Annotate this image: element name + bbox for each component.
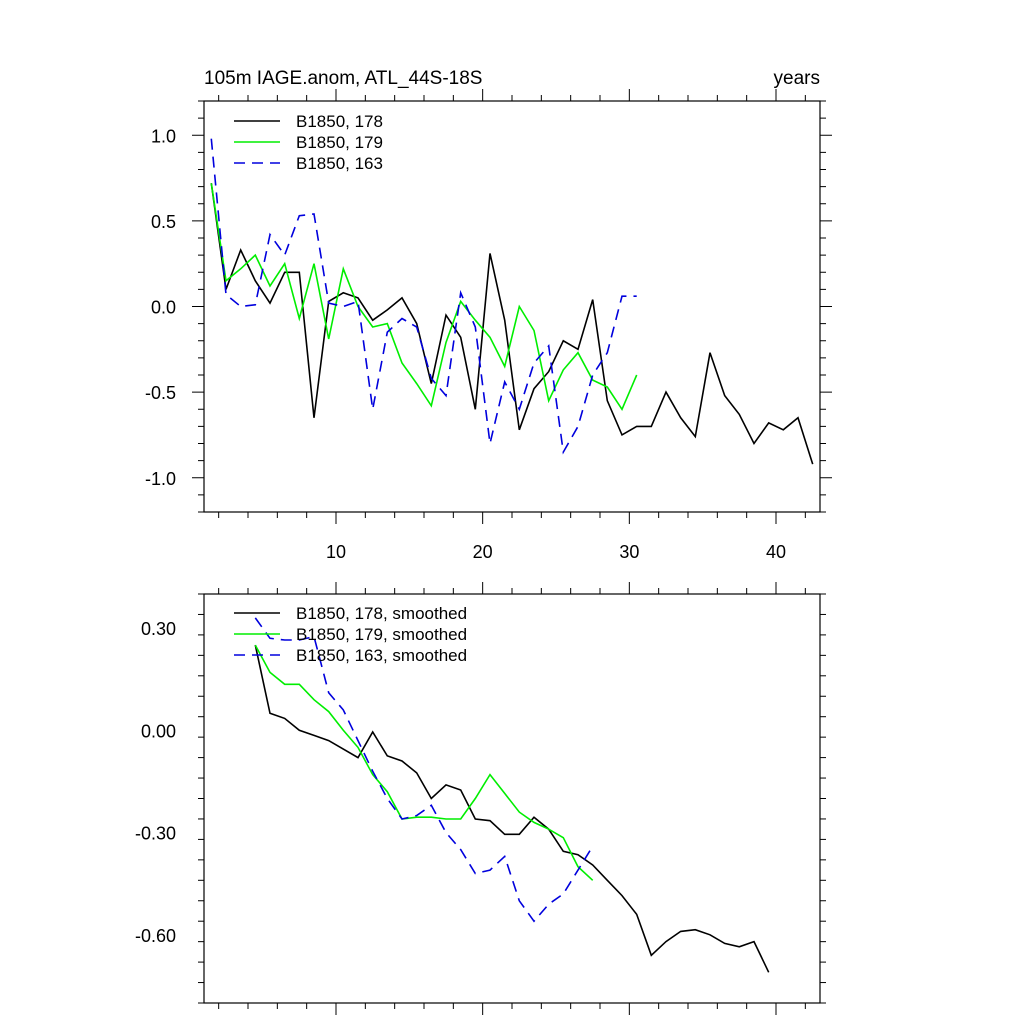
legend-label: B1850, 178	[296, 112, 383, 131]
chart-title-right: years	[774, 68, 820, 89]
legend-label: B1850, 178, smoothed	[296, 604, 467, 623]
x-tick-label: 40	[766, 542, 786, 562]
chart-title: 105m IAGE.anom, ATL_44S-18S	[204, 68, 482, 89]
series-line-1	[210, 183, 814, 465]
x-tick-label: 10	[326, 542, 346, 562]
x-tick-label: 20	[473, 542, 493, 562]
y-tick-label: -0.30	[135, 824, 176, 844]
series-line-2	[210, 183, 638, 411]
legend-label: B1850, 163, smoothed	[296, 646, 467, 665]
y-tick-label: 0.00	[141, 721, 176, 741]
y-tick-label: 0.30	[141, 619, 176, 639]
y-tick-label: -1.0	[145, 469, 176, 489]
series-line-1	[254, 644, 770, 973]
legend-label: B1850, 179, smoothed	[296, 625, 467, 644]
x-tick-label: 30	[619, 542, 639, 562]
panel-1	[192, 89, 832, 524]
legend-label: B1850, 179	[296, 133, 383, 152]
panel-2	[198, 582, 826, 1015]
series-line-2	[254, 644, 594, 881]
series-line-3	[254, 617, 594, 923]
y-tick-label: 0.0	[151, 298, 176, 318]
y-tick-label: -0.5	[145, 383, 176, 403]
y-tick-label: 1.0	[151, 126, 176, 146]
series-line-3	[210, 138, 637, 455]
y-tick-label: -0.60	[135, 926, 176, 946]
y-tick-label: 0.5	[151, 212, 176, 232]
legend-label: B1850, 163	[296, 154, 383, 173]
